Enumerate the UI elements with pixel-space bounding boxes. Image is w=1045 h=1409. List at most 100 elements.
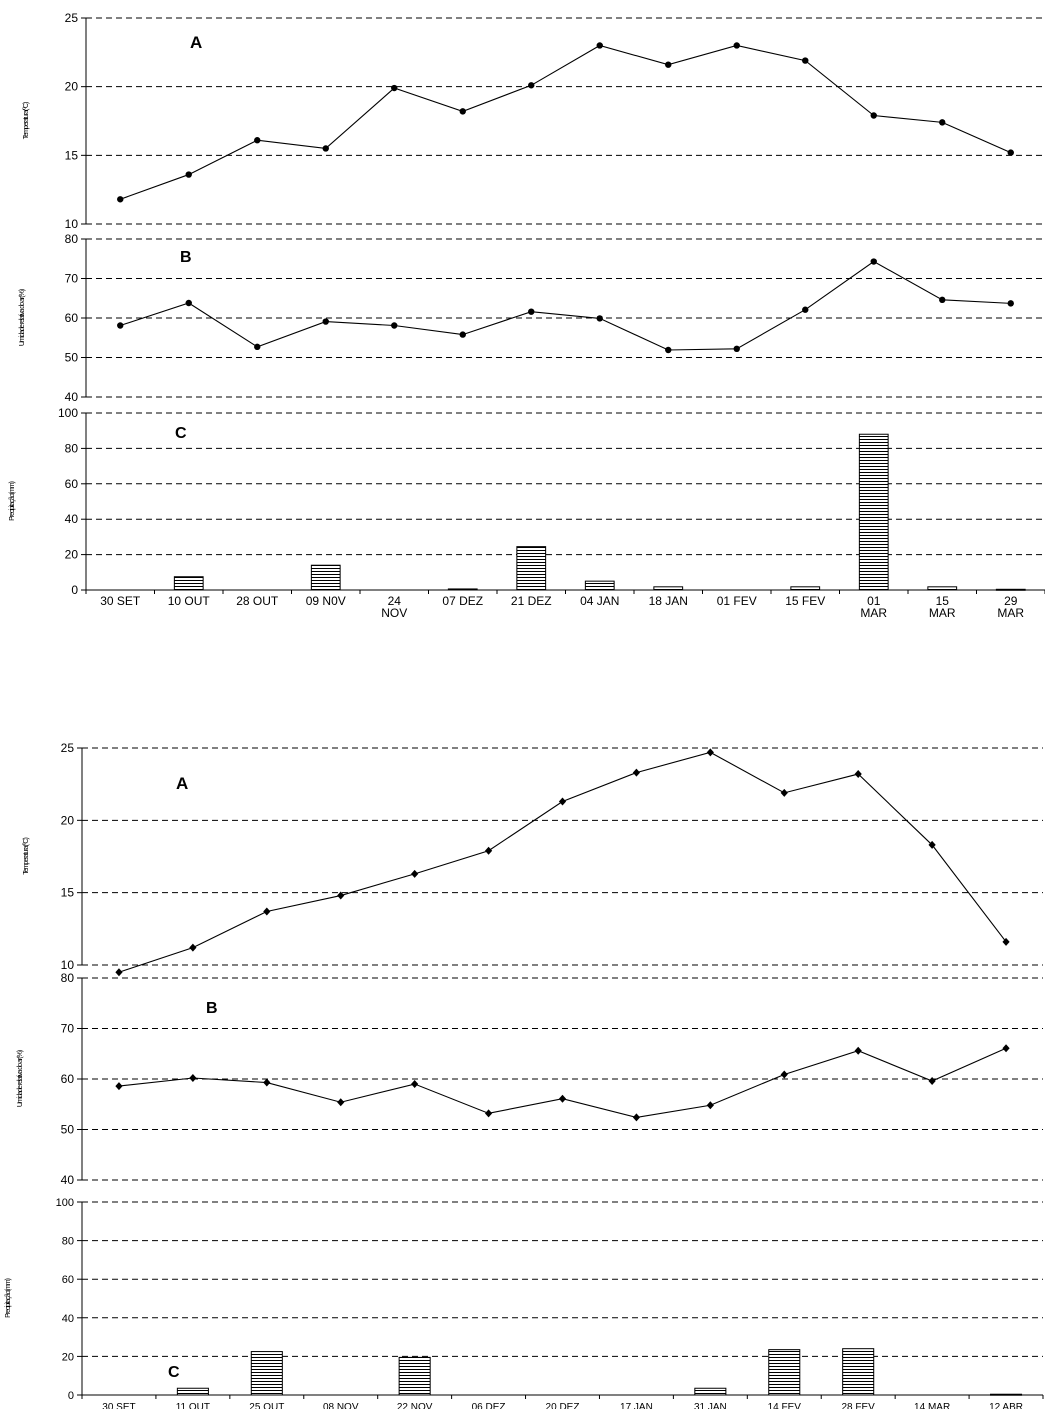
bar xyxy=(398,1356,431,1396)
y-tick-label: 60 xyxy=(65,311,79,325)
x-tick-label-line: MAR xyxy=(997,606,1024,620)
y-tick-label: 40 xyxy=(62,1313,74,1325)
x-tick-label: 25 OUT xyxy=(249,1402,284,1409)
x-tick-label: 01 MAR xyxy=(860,594,887,620)
x-tick-label: 28 FEV xyxy=(842,1402,876,1409)
data-point xyxy=(706,748,714,757)
panel-letter: A xyxy=(176,774,188,793)
bar xyxy=(858,433,889,591)
y-tick-label: 15 xyxy=(61,886,75,900)
x-tick-label-line: 30 SET xyxy=(102,1402,135,1409)
bar xyxy=(310,564,341,591)
x-tick-label-line: NOV xyxy=(381,606,407,620)
x-tick-label: 08 NOV xyxy=(323,1402,359,1409)
y-tick-label: 50 xyxy=(61,1123,75,1137)
x-tick-label-line: 24 xyxy=(388,594,402,608)
bar xyxy=(768,1349,801,1396)
x-tick-label: 15 MAR xyxy=(929,594,956,620)
data-point xyxy=(411,1080,419,1089)
data-point xyxy=(117,196,124,203)
x-tick-label: 14 MAR xyxy=(914,1402,950,1409)
x-tick-label: 01 FEV xyxy=(717,594,757,608)
y-tick-label: 0 xyxy=(68,1390,74,1402)
series-line xyxy=(118,751,1007,973)
data-point xyxy=(263,1078,271,1087)
bar xyxy=(447,588,478,591)
y-axis-title: Precipitação(mm) xyxy=(5,1278,12,1318)
data-point xyxy=(870,258,877,265)
panel-2-a: 10 15 20 25 Temperatura(ºC) A xyxy=(23,741,1043,977)
bar xyxy=(790,586,821,591)
data-point xyxy=(411,869,419,878)
x-tick-label: 30 SET xyxy=(102,1402,135,1409)
panel-letter: A xyxy=(190,33,202,52)
data-point xyxy=(189,943,197,952)
x-tick-label: 14 FEV xyxy=(768,1402,802,1409)
data-point xyxy=(391,84,398,92)
data-point xyxy=(254,137,261,144)
bar xyxy=(842,1348,875,1396)
bar xyxy=(927,586,958,591)
data-point xyxy=(665,346,672,354)
data-point xyxy=(1002,1044,1010,1053)
x-tick-label: 18 JAN xyxy=(649,594,688,608)
data-point xyxy=(854,770,862,779)
data-point xyxy=(459,331,466,338)
data-point xyxy=(117,322,124,329)
x-tick-label: 29 MAR xyxy=(997,594,1024,620)
data-point xyxy=(854,1046,862,1055)
y-tick-label: 60 xyxy=(62,1274,74,1286)
y-tick-label: 50 xyxy=(65,351,79,365)
x-tick-label-line: 07 DEZ xyxy=(442,594,483,608)
data-point xyxy=(254,343,261,351)
x-tick-label-line: 22 NOV xyxy=(397,1402,433,1409)
bar xyxy=(584,580,615,591)
x-tick-label: 17 JAN xyxy=(620,1402,653,1409)
y-axis-title: Umidade relativa do ar(%) xyxy=(17,1050,24,1107)
y-tick-label: 60 xyxy=(65,477,79,491)
panel-letter: C xyxy=(168,1364,180,1381)
y-tick-label: 20 xyxy=(65,548,79,562)
x-tick-label-line: 11 OUT xyxy=(176,1402,210,1409)
y-tick-label: 60 xyxy=(61,1072,75,1086)
y-tick-label: 80 xyxy=(61,971,75,985)
data-point xyxy=(263,907,271,916)
data-point xyxy=(558,797,567,806)
data-point xyxy=(1002,937,1010,946)
data-point xyxy=(780,1070,788,1079)
data-point xyxy=(928,840,936,849)
x-tick-label: 21 DEZ xyxy=(511,594,552,608)
data-point xyxy=(665,61,672,68)
bar xyxy=(995,588,1026,591)
y-tick-label: 0 xyxy=(71,583,78,597)
x-tick-label-line: 06 DEZ xyxy=(472,1402,506,1409)
y-tick-label: 80 xyxy=(62,1236,74,1248)
data-point xyxy=(780,788,788,797)
data-point xyxy=(802,57,809,64)
y-tick-label: 40 xyxy=(61,1173,75,1187)
panel-1-b: 40 50 60 70 80 Umidade relativa do ar(%) B xyxy=(19,232,1045,404)
x-tick-label-line: 01 xyxy=(867,594,881,608)
data-point xyxy=(459,108,466,115)
x-tick-label-line: 15 FEV xyxy=(785,594,825,608)
y-tick-label: 25 xyxy=(65,11,79,25)
x-tick-label-line: 29 xyxy=(1004,594,1018,608)
y-tick-label: 20 xyxy=(61,813,75,827)
data-point xyxy=(337,1098,345,1107)
data-point xyxy=(528,82,535,89)
data-point xyxy=(870,112,877,119)
x-tick-label-line: 20 DEZ xyxy=(546,1402,580,1409)
x-tick-label-line: 21 DEZ xyxy=(511,594,552,608)
panel-1-a: 10 15 20 25 Temperatura(ºC) A xyxy=(23,11,1045,231)
x-tick-label-line: 28 FEV xyxy=(842,1402,876,1409)
y-tick-label: 10 xyxy=(65,217,79,231)
y-axis-title: Temperatura(ºC) xyxy=(23,102,30,139)
x-tick-label: 28 OUT xyxy=(236,594,279,608)
bar xyxy=(176,1387,209,1396)
data-point xyxy=(632,768,641,777)
panel-2-b: 40 50 60 70 80 Umidade relativa do ar(%) B xyxy=(17,971,1043,1187)
data-point xyxy=(558,1094,567,1103)
x-tick-label-line: 25 OUT xyxy=(249,1402,284,1409)
y-tick-label: 20 xyxy=(62,1351,74,1363)
